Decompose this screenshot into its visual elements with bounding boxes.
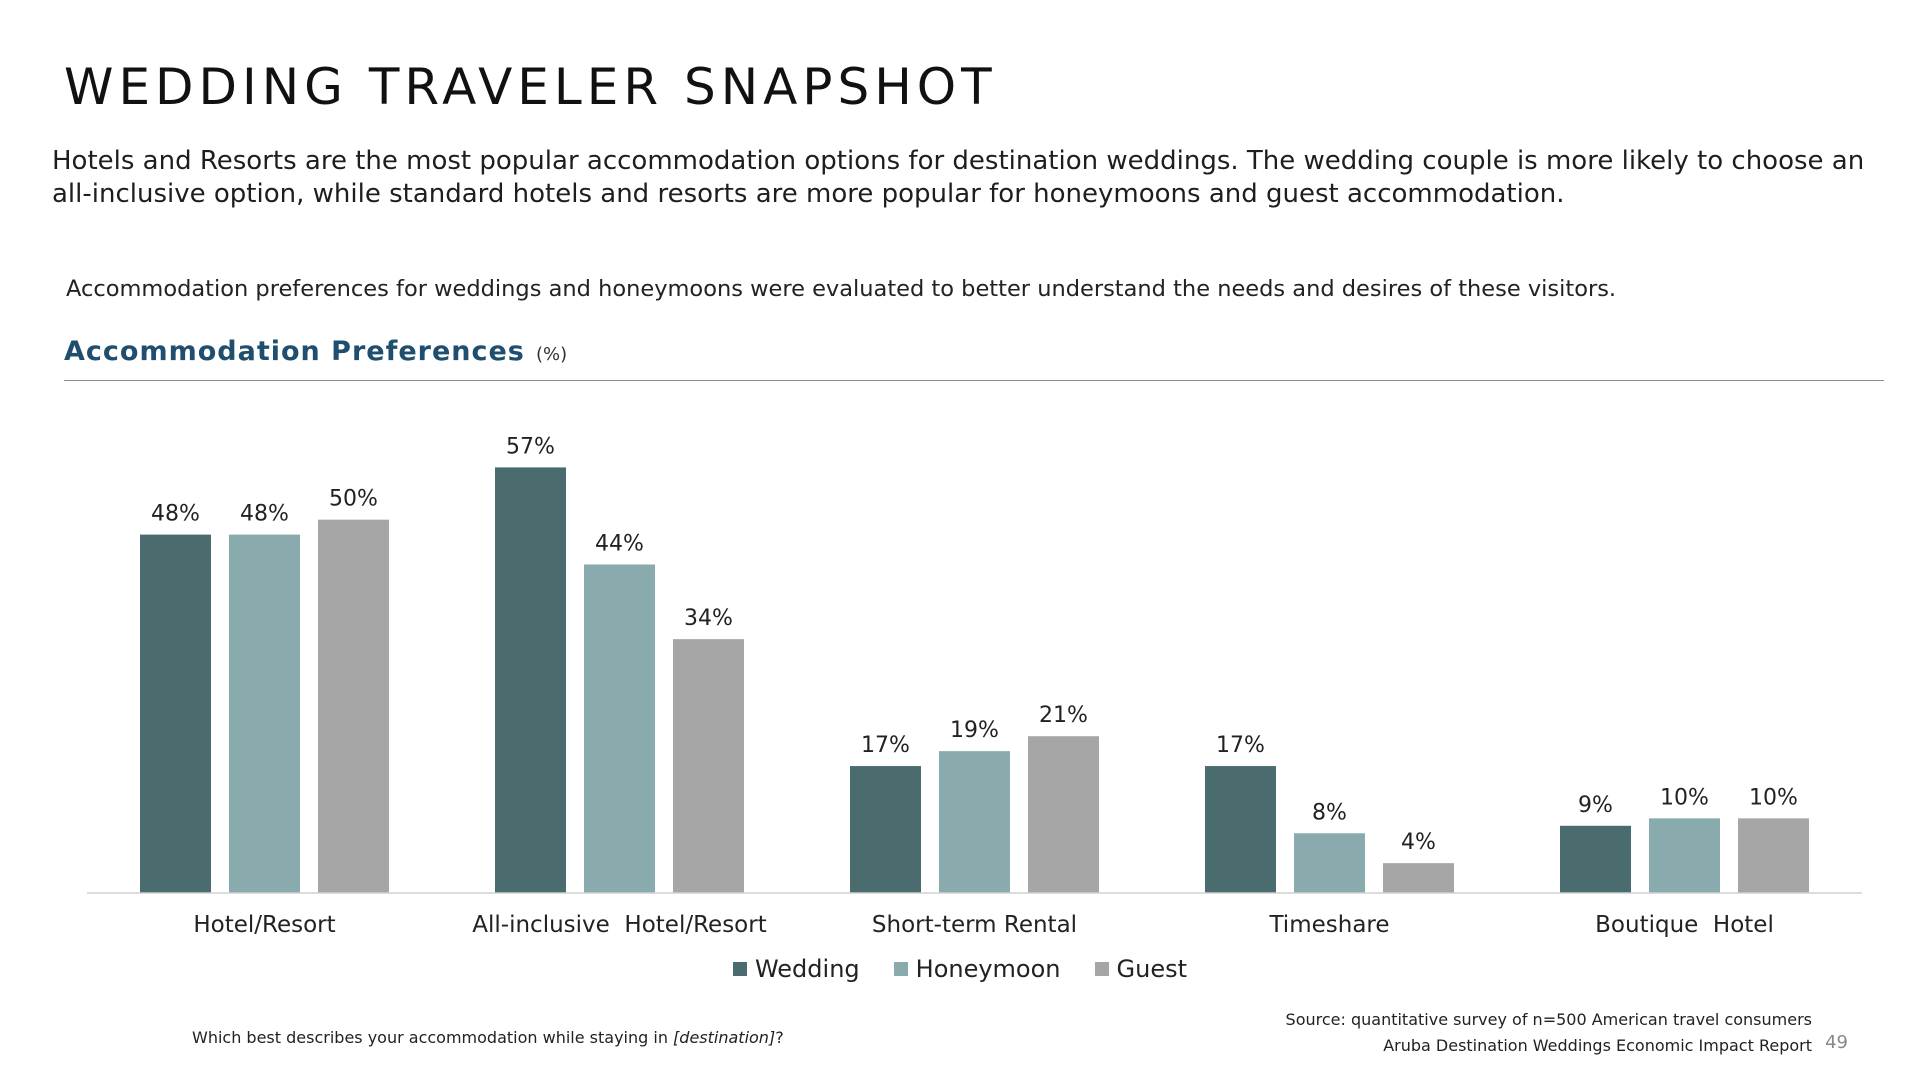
data-label-wedding-1: 57% [506,434,555,459]
bar-wedding-3 [1205,766,1276,893]
bar-guest-2 [1028,736,1099,893]
data-label-guest-2: 21% [1039,703,1088,728]
legend-item-guest: Guest [1094,955,1188,983]
bar-guest-4 [1738,818,1809,893]
category-label-2: Short-term Rental [872,912,1077,938]
legend-label: Honeymoon [915,955,1061,983]
category-label-1: All-inclusive Hotel/Resort [472,912,766,938]
section-unit: (%) [535,344,568,365]
section-title: Accommodation Preferences [64,336,525,367]
bar-wedding-0 [140,534,211,893]
accommodation-bar-chart: 48% 48% 50% Hotel/Resort 57% 44% 34% All-inclus… [87,434,1862,938]
category-label-0: Hotel/Resort [193,912,335,938]
page-title: WEDDING TRAVELER SNAPSHOT [64,58,997,116]
bar-wedding-1 [495,467,566,893]
bar-honeymoon-2 [939,751,1010,893]
bar-honeymoon-0 [229,534,300,893]
source-note: Source: quantitative survey of n=500 Ame… [1285,1010,1812,1029]
bar-guest-0 [318,519,389,893]
legend-label: Guest [1116,955,1188,983]
bar-wedding-2 [850,766,921,893]
report-name: Aruba Destination Weddings Economic Impa… [1383,1036,1812,1055]
question-emphasis: [destination] [673,1028,776,1047]
bar-honeymoon-3 [1294,833,1365,893]
bar-honeymoon-4 [1649,818,1720,893]
question-prefix: Which best describes your accommodation … [192,1028,674,1047]
category-label-3: Timeshare [1268,912,1389,938]
data-label-honeymoon-1: 44% [595,531,644,556]
data-label-honeymoon-3: 8% [1312,800,1347,825]
category-label-4: Boutique Hotel [1595,912,1774,938]
summary-text: Hotels and Resorts are the most popular … [52,146,1865,209]
legend-item-honeymoon: Honeymoon [893,955,1061,983]
bar-honeymoon-1 [584,564,655,893]
data-label-honeymoon-4: 10% [1660,785,1709,810]
page-number: 49 [1825,1032,1848,1053]
question-suffix: ? [775,1028,784,1047]
data-label-wedding-2: 17% [861,733,910,758]
intro-text: Accommodation preferences for weddings a… [66,276,1617,302]
survey-question: Which best describes your accommodation … [192,1028,784,1047]
data-label-honeymoon-2: 19% [950,718,999,743]
data-label-wedding-0: 48% [151,502,200,527]
bar-guest-1 [673,639,744,893]
section-divider [64,380,1884,381]
data-label-honeymoon-0: 48% [240,502,289,527]
data-label-guest-3: 4% [1401,830,1436,855]
data-label-wedding-3: 17% [1216,733,1265,758]
bar-guest-3 [1383,863,1454,893]
legend-swatch [893,962,908,976]
data-label-guest-1: 34% [684,606,733,631]
legend-swatch [1094,962,1109,976]
legend-item-wedding: Wedding [732,955,860,983]
section-header: Accommodation Preferences (%) [64,336,567,367]
data-label-guest-4: 10% [1749,785,1798,810]
bar-wedding-4 [1560,825,1631,893]
chart-legend: Wedding Honeymoon Guest [0,955,1920,983]
legend-label: Wedding [754,955,860,983]
data-label-wedding-4: 9% [1578,793,1613,818]
data-label-guest-0: 50% [329,487,378,512]
legend-swatch [732,962,747,976]
